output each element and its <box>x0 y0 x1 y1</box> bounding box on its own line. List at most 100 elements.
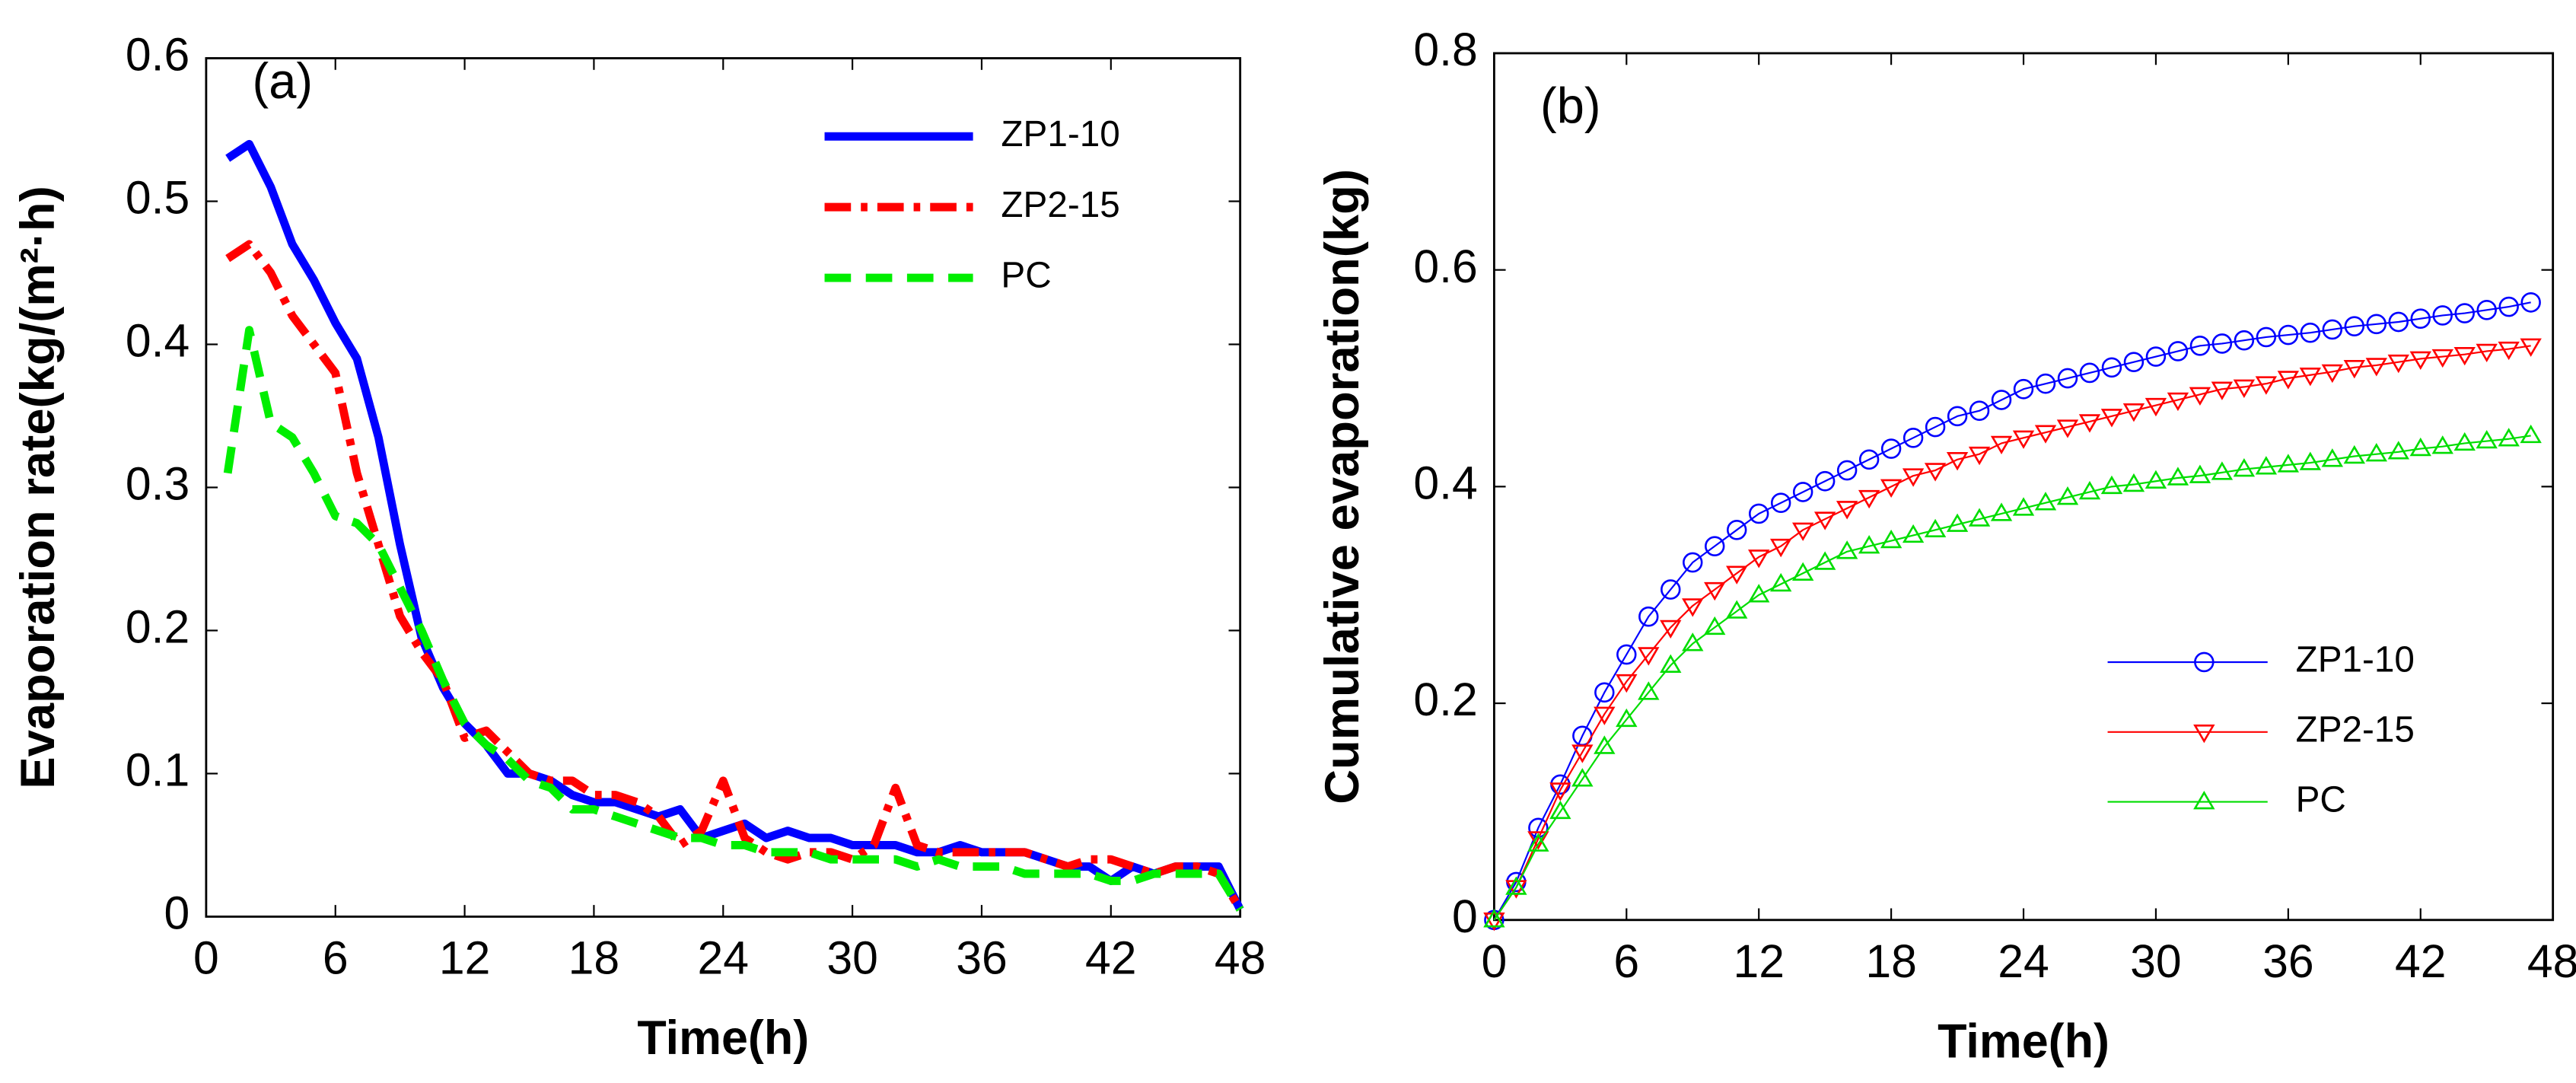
marker <box>2056 486 2079 505</box>
marker <box>1880 438 1902 459</box>
marker <box>1880 529 1903 549</box>
marker <box>2454 303 2475 323</box>
marker <box>1527 833 1549 852</box>
marker <box>2145 397 2167 417</box>
marker <box>1880 479 1903 498</box>
y-tick-label: 0.6 <box>1413 240 1477 292</box>
x-tick-label: 36 <box>956 932 1007 983</box>
x-tick-label: 48 <box>2527 935 2576 987</box>
marker <box>1505 880 1527 899</box>
marker <box>2255 456 2278 475</box>
marker <box>2277 454 2300 473</box>
legend-label: ZP2-15 <box>2296 709 2415 750</box>
y-tick-label: 0.6 <box>126 28 189 80</box>
marker <box>2520 292 2541 313</box>
marker <box>2122 473 2145 492</box>
marker <box>1549 782 1571 801</box>
marker <box>2193 790 2215 810</box>
marker <box>1660 654 1682 673</box>
marker <box>1858 535 1880 554</box>
marker <box>2431 435 2453 454</box>
marker <box>1924 463 1947 482</box>
marker <box>1638 647 1660 666</box>
y-tick-label: 0.8 <box>1413 24 1477 75</box>
marker <box>2476 429 2498 449</box>
panel-label: (b) <box>1540 78 1600 133</box>
marker <box>2365 358 2387 377</box>
marker <box>2255 376 2278 395</box>
x-tick-label: 0 <box>193 932 219 983</box>
legend-label: PC <box>1001 256 1051 296</box>
marker <box>2432 305 2453 326</box>
marker <box>2233 457 2256 477</box>
marker <box>2123 352 2145 372</box>
marker <box>1571 768 1594 787</box>
series-line <box>225 139 1244 912</box>
marker <box>2256 326 2277 348</box>
plot-frame <box>1492 52 2555 922</box>
y-tick-label: 0.4 <box>126 314 189 366</box>
marker <box>2012 430 2035 449</box>
marker <box>2100 409 2123 428</box>
marker <box>1858 489 1880 509</box>
legend-label: ZP1-10 <box>2296 639 2415 680</box>
marker <box>1549 800 1571 820</box>
marker <box>2366 314 2387 335</box>
marker <box>1660 620 1682 639</box>
series-line <box>1493 435 2531 921</box>
marker <box>2194 651 2215 673</box>
marker <box>2211 381 2234 400</box>
marker <box>1946 513 1969 532</box>
marker <box>1661 579 1681 600</box>
marker <box>1969 400 1990 422</box>
marker <box>2520 338 2542 357</box>
x-tick-label: 42 <box>2395 935 2446 987</box>
marker <box>2520 424 2542 444</box>
marker <box>1748 584 1770 603</box>
marker <box>2122 403 2145 422</box>
y-tick-label: 0.1 <box>126 744 189 795</box>
marker <box>2344 316 2365 337</box>
marker <box>1836 501 1858 520</box>
marker <box>2498 428 2520 447</box>
marker <box>1968 508 1991 527</box>
marker <box>1505 876 1527 895</box>
marker <box>1704 581 1726 601</box>
marker <box>1791 562 1814 581</box>
marker <box>2321 448 2344 467</box>
marker <box>1792 482 1813 502</box>
marker <box>2145 470 2167 489</box>
marker <box>1946 452 1969 471</box>
marker <box>2476 343 2498 363</box>
marker <box>1594 706 1616 725</box>
y-tick-label: 0 <box>164 887 189 938</box>
marker <box>1770 538 1792 558</box>
marker <box>1968 446 1991 466</box>
marker <box>1683 552 1703 573</box>
marker <box>2078 414 2101 433</box>
marker <box>2409 351 2431 370</box>
marker <box>1594 682 1615 703</box>
panel-label: (a) <box>253 53 313 109</box>
marker <box>2078 480 2101 500</box>
marker <box>1616 708 1638 728</box>
x-tick-label: 6 <box>1613 935 1639 987</box>
marker <box>2056 419 2079 438</box>
legend-label: ZP1-10 <box>1001 114 1119 154</box>
marker <box>2431 349 2453 368</box>
x-tick-label: 12 <box>1733 935 1784 987</box>
marker <box>1704 616 1726 635</box>
marker <box>2013 378 2034 400</box>
marker <box>1483 913 1505 932</box>
marker <box>2388 311 2409 333</box>
marker <box>2167 467 2189 486</box>
legend-label: PC <box>2296 779 2346 820</box>
marker <box>2057 368 2078 389</box>
marker <box>2453 432 2476 451</box>
marker <box>1527 831 1549 850</box>
y-tick-label: 0.2 <box>1413 674 1477 725</box>
marker <box>1638 681 1660 700</box>
marker <box>2079 362 2100 384</box>
marker <box>1947 406 1968 427</box>
x-tick-label: 12 <box>439 932 490 983</box>
